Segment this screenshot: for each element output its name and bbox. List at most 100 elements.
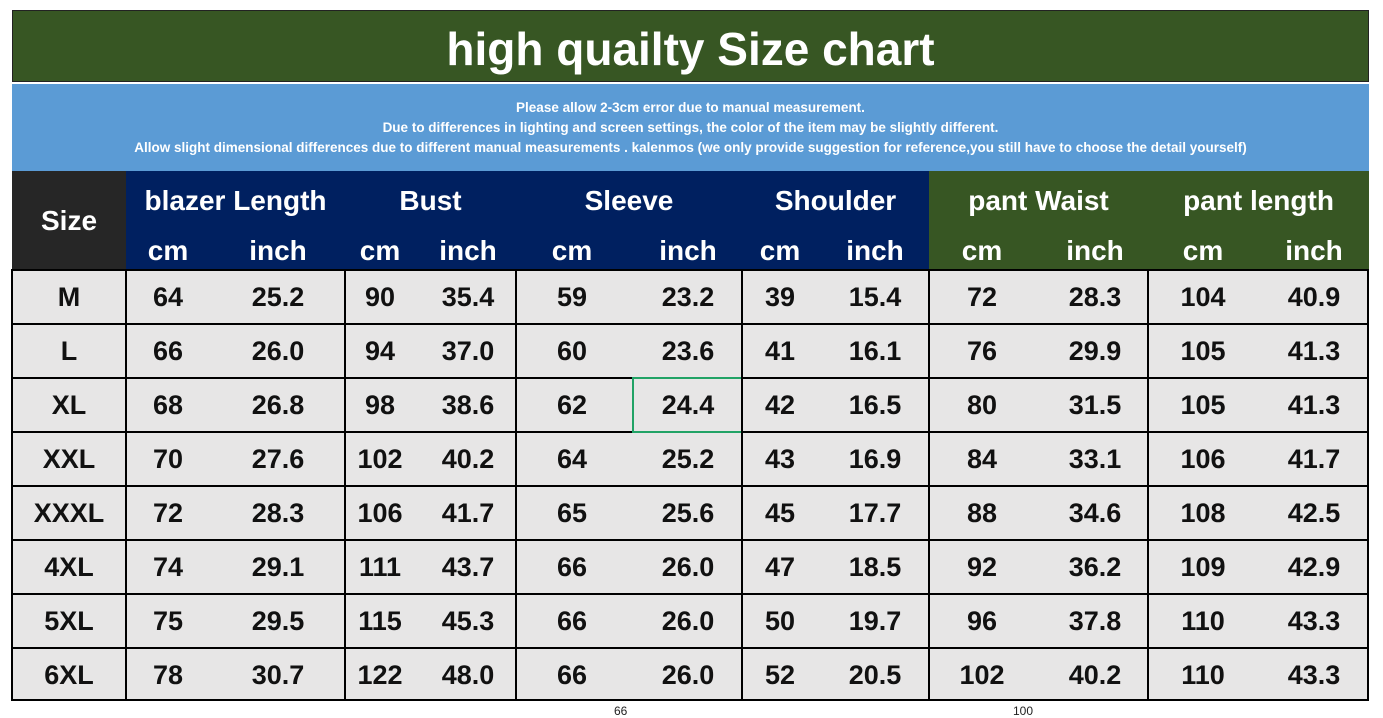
value-cell[interactable]: 66 (556, 606, 588, 636)
value-cell[interactable]: 66 (556, 552, 588, 582)
size-cell[interactable]: 5XL (44, 606, 94, 636)
value-cell[interactable]: 122 (357, 660, 403, 690)
value-cell[interactable]: 28.3 (1068, 282, 1122, 312)
value-cell[interactable]: 45.3 (441, 606, 495, 636)
value-cell[interactable]: 108 (1180, 498, 1226, 528)
value-cell[interactable]: 28.3 (251, 498, 305, 528)
value-cell[interactable]: 90 (364, 282, 396, 312)
value-cell[interactable]: 26.0 (661, 606, 715, 636)
value-cell[interactable]: 39 (764, 282, 796, 312)
value-cell[interactable]: 29.5 (251, 606, 305, 636)
value-cell[interactable]: 16.9 (848, 444, 902, 474)
value-cell[interactable]: 42 (764, 390, 796, 420)
value-cell[interactable]: 29.1 (251, 552, 305, 582)
value-cell[interactable]: 24.4 (661, 390, 715, 420)
value-cell[interactable]: 84 (966, 444, 998, 474)
value-cell[interactable]: 25.2 (661, 444, 715, 474)
value-cell[interactable]: 102 (357, 444, 403, 474)
size-cell[interactable]: 4XL (44, 552, 94, 582)
value-cell[interactable]: 40.9 (1287, 282, 1341, 312)
value-cell[interactable]: 19.7 (848, 606, 902, 636)
value-cell[interactable]: 105 (1180, 336, 1226, 366)
value-cell[interactable]: 50 (764, 606, 796, 636)
value-cell[interactable]: 26.0 (251, 336, 305, 366)
value-cell[interactable]: 26.0 (661, 552, 715, 582)
value-cell[interactable]: 40.2 (1068, 660, 1122, 690)
value-cell[interactable]: 72 (152, 498, 184, 528)
value-cell[interactable]: 23.2 (661, 282, 715, 312)
value-cell[interactable]: 40.2 (441, 444, 495, 474)
value-cell[interactable]: 96 (966, 606, 998, 636)
value-cell[interactable]: 43.3 (1287, 660, 1341, 690)
value-cell[interactable]: 37.0 (441, 336, 495, 366)
value-cell[interactable]: 78 (152, 660, 184, 690)
value-cell[interactable]: 42.5 (1287, 498, 1341, 528)
value-cell[interactable]: 33.1 (1068, 444, 1122, 474)
value-cell[interactable]: 64 (556, 444, 588, 474)
size-cell[interactable]: XL (51, 390, 87, 420)
value-cell[interactable]: 42.9 (1287, 552, 1341, 582)
value-cell[interactable]: 29.9 (1068, 336, 1122, 366)
value-cell[interactable]: 98 (364, 390, 396, 420)
value-cell[interactable]: 41.3 (1287, 390, 1341, 420)
value-cell[interactable]: 43.3 (1287, 606, 1341, 636)
value-cell[interactable]: 43 (764, 444, 796, 474)
size-cell[interactable]: M (57, 282, 81, 312)
value-cell[interactable]: 48.0 (441, 660, 495, 690)
value-cell[interactable]: 41.7 (1287, 444, 1341, 474)
value-cell[interactable]: 111 (358, 552, 402, 582)
value-cell[interactable]: 25.2 (251, 282, 305, 312)
value-cell[interactable]: 104 (1180, 282, 1226, 312)
value-cell[interactable]: 70 (152, 444, 184, 474)
value-cell[interactable]: 37.8 (1068, 606, 1122, 636)
value-cell[interactable]: 26.8 (251, 390, 305, 420)
value-cell[interactable]: 36.2 (1068, 552, 1122, 582)
size-cell[interactable]: 6XL (44, 660, 94, 690)
value-cell[interactable]: 66 (152, 336, 184, 366)
value-cell[interactable]: 43.7 (441, 552, 495, 582)
value-cell[interactable]: 94 (364, 336, 396, 366)
value-cell[interactable]: 74 (152, 552, 184, 582)
size-cell[interactable]: L (60, 336, 78, 366)
value-cell[interactable]: 92 (966, 552, 998, 582)
value-cell[interactable]: 52 (764, 660, 796, 690)
value-cell[interactable]: 62 (556, 390, 588, 420)
value-cell[interactable]: 102 (959, 660, 1005, 690)
value-cell[interactable]: 41.7 (441, 498, 495, 528)
value-cell[interactable]: 106 (357, 498, 403, 528)
value-cell[interactable]: 18.5 (848, 552, 902, 582)
value-cell[interactable]: 106 (1180, 444, 1226, 474)
value-cell[interactable]: 72 (966, 282, 998, 312)
value-cell[interactable]: 45 (764, 498, 796, 528)
value-cell[interactable]: 80 (966, 390, 998, 420)
value-cell[interactable]: 17.7 (848, 498, 902, 528)
value-cell[interactable]: 25.6 (661, 498, 715, 528)
value-cell[interactable]: 110 (1181, 660, 1225, 690)
value-cell[interactable]: 59 (556, 282, 588, 312)
value-cell[interactable]: 16.5 (848, 390, 902, 420)
value-cell[interactable]: 65 (556, 498, 588, 528)
value-cell[interactable]: 60 (556, 336, 588, 366)
value-cell[interactable]: 105 (1180, 390, 1226, 420)
value-cell[interactable]: 35.4 (441, 282, 495, 312)
size-cell[interactable]: XXXL (33, 498, 105, 528)
value-cell[interactable]: 76 (966, 336, 998, 366)
value-cell[interactable]: 110 (1181, 606, 1225, 636)
value-cell[interactable]: 27.6 (251, 444, 305, 474)
value-cell[interactable]: 47 (764, 552, 796, 582)
value-cell[interactable]: 31.5 (1068, 390, 1122, 420)
value-cell[interactable]: 115 (358, 606, 402, 636)
value-cell[interactable]: 34.6 (1068, 498, 1122, 528)
value-cell[interactable]: 16.1 (848, 336, 902, 366)
value-cell[interactable]: 88 (966, 498, 998, 528)
value-cell[interactable]: 66 (556, 660, 588, 690)
value-cell[interactable]: 41.3 (1287, 336, 1341, 366)
value-cell[interactable]: 15.4 (848, 282, 902, 312)
value-cell[interactable]: 23.6 (661, 336, 715, 366)
value-cell[interactable]: 20.5 (848, 660, 902, 690)
value-cell[interactable]: 30.7 (251, 660, 305, 690)
value-cell[interactable]: 68 (152, 390, 184, 420)
value-cell[interactable]: 109 (1180, 552, 1226, 582)
value-cell[interactable]: 64 (152, 282, 184, 312)
value-cell[interactable]: 26.0 (661, 660, 715, 690)
